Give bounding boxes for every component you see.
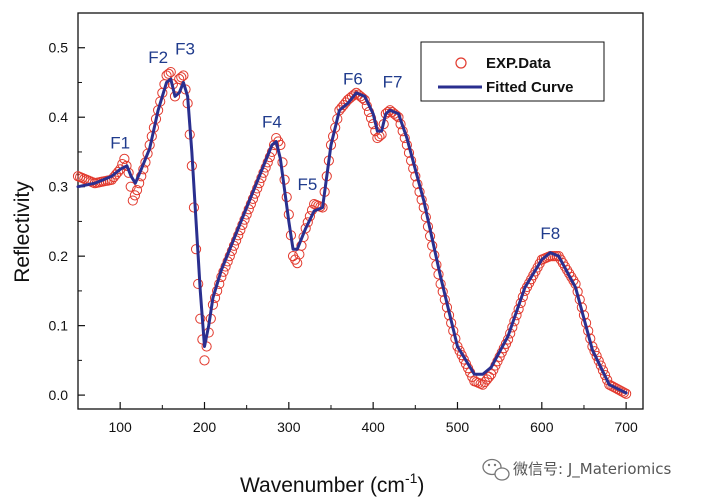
peak-labels: F1 F2 F3 F4 F5 F6 F7 F8 [110, 40, 560, 243]
peak-label-f6: F6 [343, 70, 363, 89]
x-tick-label: 400 [361, 419, 385, 435]
exp-data-point [599, 370, 611, 381]
watermark: 微信号: J_Materiomics [482, 458, 672, 481]
exp-data-point [176, 72, 187, 83]
exp-data-point [300, 223, 311, 234]
y-tick-label: 0.1 [49, 318, 69, 334]
peak-label-f5: F5 [297, 175, 317, 194]
x-tick-label: 100 [108, 419, 132, 435]
exp-data-point [618, 387, 630, 398]
y-axis-title: Reflectivity [11, 181, 34, 283]
peak-label-f7: F7 [383, 72, 403, 91]
legend-exp-marker [455, 57, 467, 69]
legend-box [420, 41, 605, 102]
exp-data-point [287, 251, 299, 262]
exp-data-series [72, 66, 632, 399]
exp-data-point [199, 355, 210, 366]
exp-data-point [165, 66, 176, 78]
legend: EXP.Data Fitted Curve [420, 41, 605, 102]
peak-label-f1: F1 [110, 133, 130, 152]
peak-label-f2: F2 [148, 48, 168, 67]
exp-data-point [112, 166, 124, 178]
peak-label-f4: F4 [262, 113, 282, 132]
y-tick-label: 0.4 [49, 109, 69, 125]
y-tick-label: 0.2 [49, 248, 69, 264]
peak-label-f8: F8 [540, 224, 560, 243]
y-tick-label: 0.3 [49, 179, 69, 195]
plot-frame [77, 12, 644, 410]
wechat-icon [482, 458, 510, 481]
exp-data-point [195, 313, 206, 324]
exp-data-point [127, 195, 138, 206]
y-tick-label: 0.5 [49, 40, 69, 56]
peak-label-f3: F3 [175, 40, 195, 59]
exp-data-point [121, 160, 132, 171]
exp-data-point [131, 185, 143, 196]
exp-data-point [621, 388, 632, 399]
x-tick-label: 200 [193, 419, 217, 435]
exp-data-point [292, 258, 303, 269]
x-axis-title: Wavenumber (cm-1) [240, 470, 424, 497]
legend-fit-label: Fitted Curve [486, 79, 574, 96]
exp-data-point [163, 68, 174, 79]
exp-data-point [178, 70, 189, 81]
y-tick-label: 0.0 [49, 387, 69, 403]
exp-data-point [115, 164, 126, 175]
x-tick-label: 700 [614, 419, 638, 435]
x-tick-label: 500 [446, 419, 470, 435]
y-axis: 0.0 0.1 0.2 0.3 0.4 0.5 [49, 12, 85, 403]
exp-data-point [125, 181, 136, 192]
exp-data-point [119, 153, 130, 164]
exp-data-point [129, 190, 141, 201]
watermark-text: 微信号: J_Materiomics [513, 460, 672, 479]
x-tick-label: 600 [530, 419, 554, 435]
fitted-curve-line [76, 77, 628, 395]
exp-data-point [391, 110, 402, 121]
x-tick-label: 300 [277, 419, 301, 435]
x-axis: 100 200 300 400 500 600 700 [77, 402, 638, 435]
legend-exp-label: EXP.Data [486, 55, 551, 72]
